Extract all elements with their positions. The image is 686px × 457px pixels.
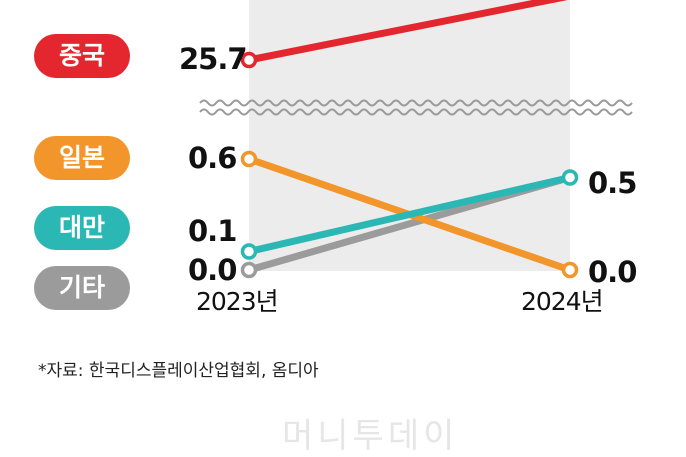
- legend-taiwan: 대만: [34, 206, 130, 250]
- data-label-others-2023: 0.0: [188, 253, 237, 287]
- axis-break-wave: [199, 108, 633, 116]
- data-label-japan-2023: 0.6: [188, 141, 237, 175]
- period-shading: [249, 0, 570, 271]
- data-point-japan-0: [240, 150, 258, 168]
- data-label-taiwan-2024: 0.5: [588, 166, 637, 200]
- series-line-taiwan: [245, 174, 574, 255]
- x-tick-2023: 2023년: [196, 287, 279, 316]
- watermark: 머니투데이: [282, 416, 459, 456]
- x-tick-2024: 2024년: [521, 287, 604, 316]
- data-point-taiwan-0: [240, 243, 258, 260]
- legend-japan: 일본: [34, 136, 130, 180]
- data-point-japan-1: [561, 261, 579, 279]
- data-label-taiwan-2023: 0.1: [188, 214, 237, 248]
- legend-others: 기타: [34, 266, 130, 310]
- data-label-china-2023: 25.7: [179, 42, 248, 76]
- data-point-china-0: [240, 51, 258, 69]
- axis-break-wave: [199, 99, 633, 107]
- data-point-taiwan-1: [561, 169, 579, 186]
- chart-canvas: [199, 0, 633, 279]
- data-point-others-0: [240, 261, 258, 279]
- source-note: *자료: 한국디스플레이산업협회, 옴디아: [38, 361, 319, 381]
- data-label-japan-2024: 0.0: [588, 255, 637, 289]
- series-line-china: [245, 0, 568, 64]
- legend-china: 중국: [34, 34, 130, 78]
